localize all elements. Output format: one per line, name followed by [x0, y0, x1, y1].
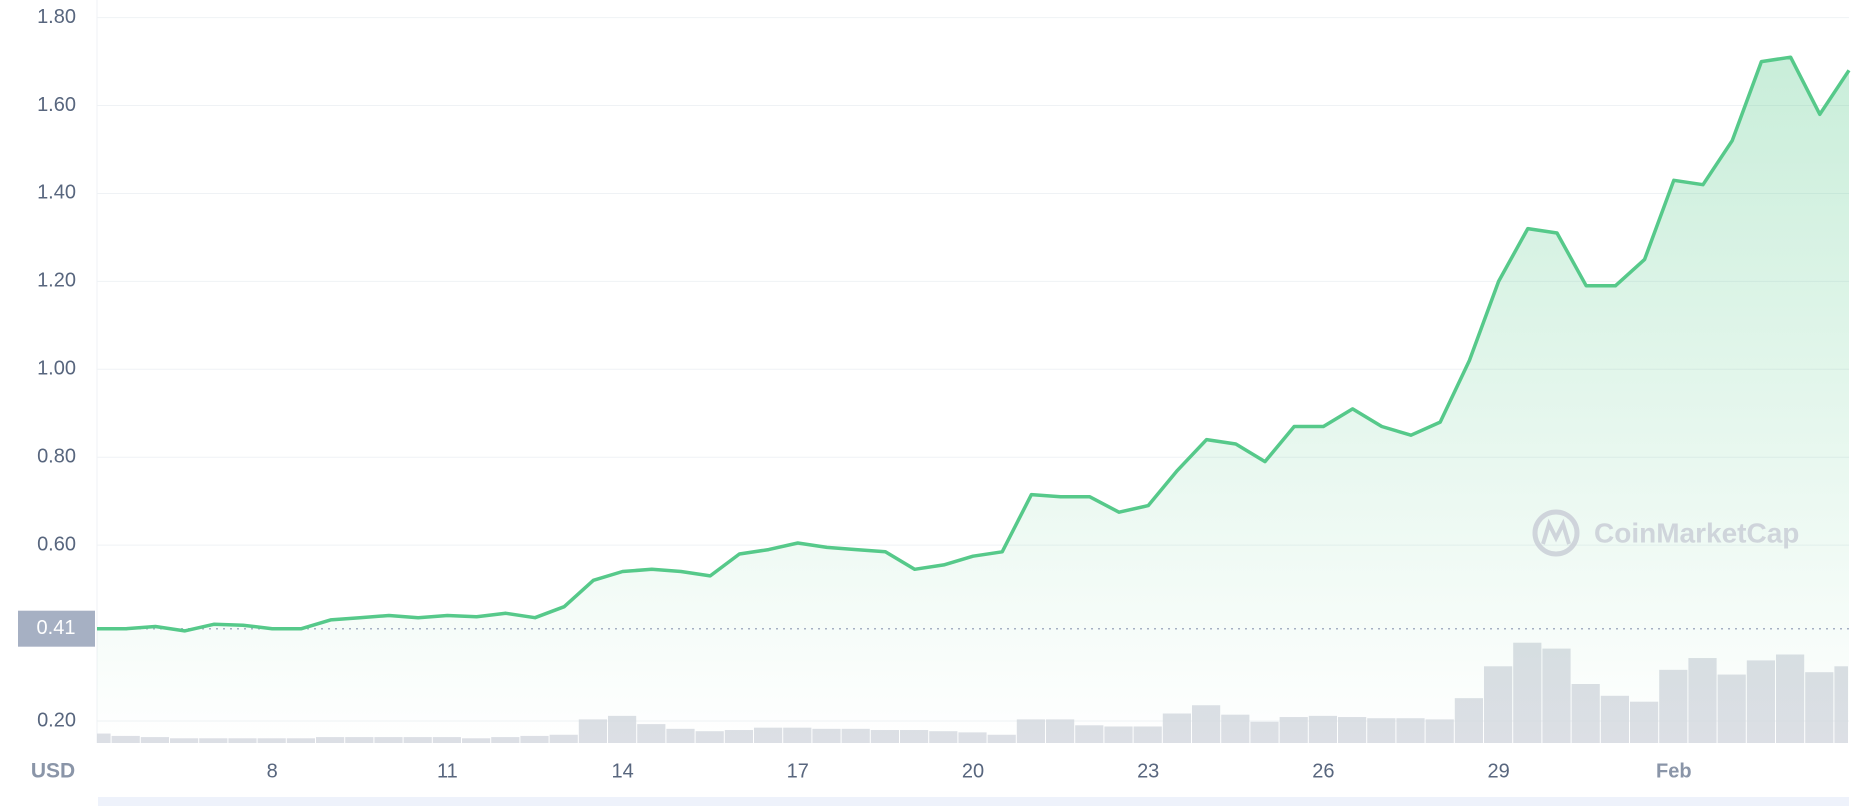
price-line-group — [97, 55, 1851, 633]
y-tick-label: 0.80 — [37, 446, 76, 468]
x-tick-label: 20 — [962, 760, 984, 782]
y-tick-label: 1.20 — [37, 270, 76, 292]
x-tick-label: 17 — [787, 760, 809, 782]
price-area-fill — [97, 57, 1849, 743]
watermark: CoinMarketCap — [1532, 509, 1799, 557]
watermark-logo-mark — [1541, 518, 1571, 545]
x-tick-label: 26 — [1312, 760, 1334, 782]
y-tick-label: 0.60 — [37, 533, 76, 555]
reference-label-box — [18, 610, 95, 647]
reference-label: 0.41 — [37, 617, 76, 639]
labels: 0.20 0.60 0.80 1.00 1.20 1.40 1.60 1.80 8 11 14 17 2… — [18, 6, 1692, 782]
unit-label: USD — [31, 760, 75, 783]
y-tick-label: 1.60 — [37, 94, 76, 116]
range-slider[interactable] — [98, 797, 1849, 806]
price-line — [97, 55, 1851, 633]
y-tick-label: 0.20 — [37, 709, 76, 731]
y-tick-label: 1.80 — [37, 6, 76, 28]
x-tick-label: 8 — [267, 760, 278, 782]
watermark-text: CoinMarketCap — [1594, 517, 1799, 548]
x-tick-label: 11 — [437, 760, 458, 782]
y-tick-label: 1.00 — [37, 358, 76, 380]
x-tick-label: 23 — [1137, 760, 1159, 782]
x-tick-label: 29 — [1487, 760, 1509, 782]
y-tick-label: 1.40 — [37, 182, 76, 204]
x-tick-label: 14 — [611, 760, 633, 782]
x-tick-label: Feb — [1656, 760, 1692, 782]
watermark-logo — [1532, 509, 1580, 557]
price-area — [97, 57, 1849, 743]
